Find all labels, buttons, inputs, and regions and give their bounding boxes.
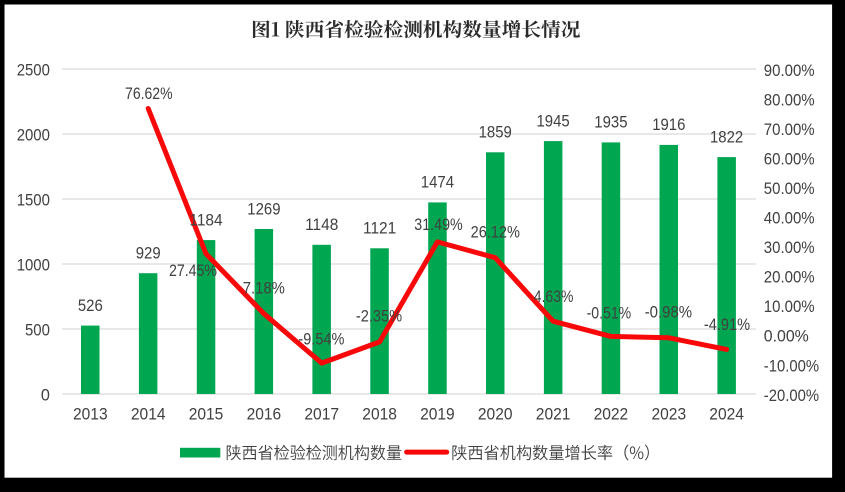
svg-text:1916: 1916 (652, 116, 685, 134)
svg-text:2017: 2017 (304, 405, 339, 423)
svg-text:2024: 2024 (709, 405, 744, 423)
svg-text:1935: 1935 (594, 114, 627, 132)
svg-text:-20.00%: -20.00% (764, 387, 819, 405)
svg-text:2021: 2021 (536, 405, 571, 423)
svg-text:-4.91%: -4.91% (704, 316, 750, 334)
svg-text:0: 0 (41, 387, 50, 405)
svg-text:1822: 1822 (710, 128, 743, 146)
svg-text:60.00%: 60.00% (764, 150, 815, 168)
svg-text:2018: 2018 (362, 405, 397, 423)
svg-text:2019: 2019 (420, 405, 455, 423)
svg-text:1474: 1474 (421, 174, 454, 192)
svg-text:2500: 2500 (17, 62, 50, 80)
svg-text:1184: 1184 (189, 211, 222, 229)
svg-text:4.63%: 4.63% (534, 288, 574, 306)
svg-text:27.45%: 27.45% (169, 262, 217, 280)
svg-text:1500: 1500 (17, 192, 50, 210)
svg-text:1000: 1000 (17, 257, 50, 275)
svg-text:1945: 1945 (537, 112, 570, 130)
svg-text:929: 929 (136, 245, 161, 263)
svg-text:-2.35%: -2.35% (356, 307, 402, 325)
svg-text:2013: 2013 (73, 405, 108, 423)
svg-text:2014: 2014 (131, 405, 166, 423)
svg-text:-0.98%: -0.98% (645, 304, 692, 322)
svg-text:0.00%: 0.00% (764, 328, 809, 346)
svg-text:31.49%: 31.49% (414, 216, 462, 234)
svg-text:1121: 1121 (363, 220, 396, 238)
svg-text:-0.51%: -0.51% (587, 304, 632, 322)
svg-text:1859: 1859 (479, 124, 512, 142)
svg-text:50.00%: 50.00% (764, 180, 815, 198)
svg-text:20.00%: 20.00% (764, 269, 815, 287)
svg-text:2000: 2000 (17, 127, 50, 145)
svg-text:76.62%: 76.62% (125, 85, 173, 103)
svg-text:2015: 2015 (189, 405, 224, 423)
svg-text:2020: 2020 (478, 405, 513, 423)
svg-text:1269: 1269 (247, 200, 280, 218)
svg-text:2016: 2016 (247, 405, 282, 423)
svg-text:-10.00%: -10.00% (764, 357, 819, 375)
svg-text:2022: 2022 (594, 405, 629, 423)
svg-text:30.00%: 30.00% (764, 239, 815, 257)
svg-text:40.00%: 40.00% (764, 210, 815, 228)
svg-text:80.00%: 80.00% (764, 91, 815, 109)
svg-text:10.00%: 10.00% (764, 298, 815, 316)
svg-text:500: 500 (25, 322, 50, 340)
svg-text:90.00%: 90.00% (764, 62, 815, 80)
svg-text:26.12%: 26.12% (471, 224, 520, 242)
svg-text:7.18%: 7.18% (243, 280, 285, 298)
svg-text:-9.54%: -9.54% (298, 331, 344, 349)
svg-text:1148: 1148 (305, 216, 338, 234)
svg-text:70.00%: 70.00% (764, 121, 815, 139)
svg-text:2023: 2023 (652, 405, 687, 423)
svg-text:526: 526 (78, 297, 103, 315)
